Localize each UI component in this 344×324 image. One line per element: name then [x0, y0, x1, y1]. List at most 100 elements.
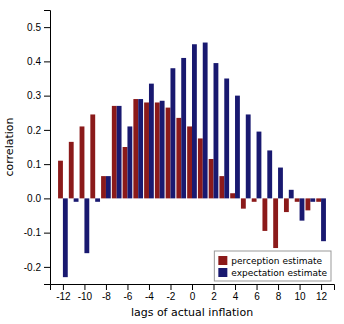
- bar: [123, 147, 128, 198]
- tick-mark: [84, 284, 85, 290]
- bar: [257, 132, 262, 199]
- tick: 0: [190, 284, 196, 302]
- bar: [58, 161, 63, 199]
- tick-label: 0.4: [27, 56, 41, 67]
- bars: [58, 43, 326, 278]
- tick-label: -4: [145, 291, 154, 302]
- tick-mark: [44, 96, 50, 97]
- bar: [235, 96, 240, 199]
- bar: [95, 198, 100, 201]
- bar: [181, 58, 186, 198]
- series: [58, 99, 321, 248]
- tick: 0.2: [27, 125, 50, 136]
- tick: 2: [211, 284, 217, 302]
- tick-label: -12: [56, 291, 71, 302]
- tick-mark: [106, 284, 107, 290]
- tick: -6: [124, 284, 133, 302]
- bar: [278, 168, 283, 199]
- tick-label: 8: [276, 291, 282, 302]
- bar: [246, 114, 251, 198]
- tick-mark: [44, 233, 50, 234]
- tick-label: 0.0: [27, 193, 41, 204]
- tick: -4: [145, 284, 154, 302]
- chart: -12 -10 -8 -6 -4 -2 0 2 4 6 8 10 12 -0.2 -0.1 0.0 0.1 0.2…: [0, 0, 344, 324]
- tick-label: 0.5: [27, 22, 41, 33]
- tick-mark: [44, 27, 50, 28]
- tick-mark: [44, 130, 50, 131]
- tick-mark: [44, 164, 50, 165]
- tick-mark: [235, 284, 236, 290]
- tick-mark: [44, 198, 50, 199]
- tick-label: -6: [124, 291, 133, 302]
- tick: 4: [233, 284, 239, 302]
- legend-frame: [214, 251, 331, 281]
- bar: [230, 193, 235, 198]
- bar: [305, 198, 310, 210]
- tick-label: -10: [78, 291, 93, 302]
- bar: [149, 84, 154, 199]
- tick: 0.0: [27, 193, 50, 204]
- y-axis-title: correlation: [3, 117, 16, 176]
- bar: [224, 79, 229, 199]
- bar: [284, 198, 289, 212]
- legend-entry: perception estimate: [218, 256, 322, 266]
- bar: [176, 118, 181, 198]
- tick-label: 0.2: [27, 125, 41, 136]
- tick: 0.3: [27, 90, 50, 101]
- tick-mark: [44, 267, 50, 268]
- bar: [267, 150, 272, 198]
- bar: [310, 198, 315, 201]
- bar: [209, 159, 214, 198]
- bar: [138, 99, 143, 198]
- bar: [219, 176, 224, 198]
- tick-label: 10: [295, 291, 307, 302]
- bar: [155, 102, 160, 198]
- tick-label: 2: [211, 291, 217, 302]
- bar: [295, 198, 300, 201]
- legend: perception estimate expectation estimate: [214, 251, 331, 281]
- tick-mark: [44, 61, 50, 62]
- x-axis-line: [51, 285, 335, 291]
- bar: [69, 142, 74, 199]
- tick: 6: [254, 284, 260, 302]
- tick: -10: [78, 284, 93, 302]
- legend-label: expectation estimate: [231, 268, 327, 278]
- legend-label: perception estimate: [231, 256, 322, 266]
- tick-label: -2: [167, 291, 176, 302]
- tick: 0.4: [27, 56, 50, 67]
- tick: 0.5: [27, 22, 50, 33]
- tick: -0.2: [24, 262, 50, 273]
- bar: [300, 198, 305, 220]
- tick-mark: [192, 284, 193, 290]
- tick: -2: [167, 284, 176, 302]
- tick: 0.1: [27, 159, 50, 170]
- bar: [101, 176, 106, 198]
- bar: [160, 101, 165, 199]
- legend-swatch: [218, 256, 227, 265]
- tick-mark: [300, 284, 301, 290]
- tick-mark: [257, 284, 258, 290]
- tick: 10: [295, 284, 307, 302]
- tick-label: -8: [102, 291, 111, 302]
- bar: [112, 106, 117, 198]
- plot: -12 -10 -8 -6 -4 -2 0 2 4 6 8 10 12 -0.2 -0.1 0.0 0.1 0.2…: [24, 11, 335, 303]
- tick: 12: [316, 284, 328, 302]
- bar: [214, 63, 219, 198]
- legend-entry: expectation estimate: [218, 268, 327, 278]
- bar: [166, 108, 171, 199]
- bar: [90, 114, 95, 198]
- tick-mark: [278, 284, 279, 290]
- tick-label: 0.3: [27, 90, 41, 101]
- bar: [252, 198, 257, 201]
- bar: [133, 99, 138, 198]
- tick-label: 4: [233, 291, 239, 302]
- bar: [321, 198, 326, 241]
- tick: -0.1: [24, 227, 50, 238]
- bar: [144, 102, 149, 198]
- tick: -12: [56, 284, 71, 302]
- bar: [84, 198, 89, 253]
- bar: [198, 138, 203, 198]
- tick-label: -0.1: [24, 227, 42, 238]
- bar: [170, 68, 175, 198]
- tick-label: 0: [190, 291, 196, 302]
